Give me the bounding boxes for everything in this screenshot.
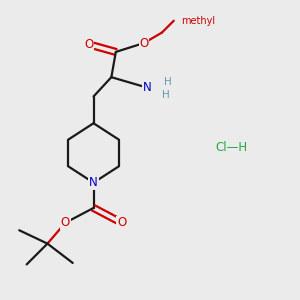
Text: O: O	[117, 216, 126, 229]
Text: O: O	[84, 38, 94, 51]
Text: N: N	[89, 176, 98, 189]
Text: O: O	[140, 37, 149, 50]
Text: O: O	[61, 216, 70, 229]
Text: H: H	[163, 90, 170, 100]
Text: Cl—H: Cl—H	[216, 140, 248, 154]
Text: H: H	[164, 76, 172, 87]
Text: methyl: methyl	[181, 16, 215, 26]
Text: N: N	[143, 81, 152, 94]
